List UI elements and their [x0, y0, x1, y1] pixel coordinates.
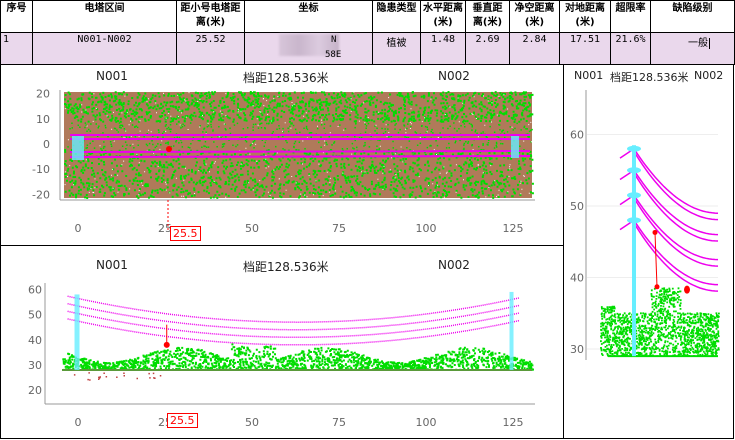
vegetation-points	[600, 287, 720, 357]
y-tick-label: -10	[32, 163, 50, 176]
wire-line	[633, 194, 719, 261]
x-tick-label: 75	[332, 222, 346, 235]
y-tick-label: 50	[28, 309, 42, 322]
hazard-point	[684, 285, 690, 294]
cell-index: 1	[0, 32, 33, 65]
y-tick-label: 60	[28, 283, 42, 296]
top-right-tower: N002	[438, 69, 470, 83]
top-left-tower: N001	[96, 69, 128, 83]
wire-line	[69, 150, 531, 153]
wire-point	[652, 229, 658, 235]
wire-line	[633, 222, 719, 292]
cell-section: N001-N002	[32, 32, 177, 65]
wire-line	[67, 302, 520, 331]
hazard-point	[654, 284, 660, 290]
wire-line	[67, 310, 520, 339]
y-tick-label: 40	[570, 272, 584, 285]
col-header: 净空距离(米)	[509, 0, 560, 33]
table-row[interactable]: 1 N001-N002 25.52 N 58E 植被 1.48 2.69 2.84…	[0, 32, 735, 65]
y-tick-label: -20	[32, 188, 50, 201]
tower-n002	[509, 291, 514, 371]
x-tick-label: 125	[503, 222, 524, 235]
tower-n001	[72, 136, 84, 160]
side-span-label: 档距128.536米	[243, 260, 329, 274]
coord-a: N	[331, 35, 337, 45]
gap-points	[64, 91, 532, 198]
cross-view-panel: N001 档距128.536米 N002	[563, 64, 734, 439]
x-tick-label: 0	[75, 222, 82, 235]
tower	[632, 145, 636, 357]
side-distance-marker: 25.5	[167, 413, 198, 428]
cell-dist: 25.52	[176, 32, 245, 65]
side-right-tower: N002	[438, 258, 470, 272]
x-tick-label: 0	[75, 416, 82, 429]
col-header: 隐患类型	[372, 0, 421, 33]
hazard-point	[163, 341, 170, 348]
x-tick-label: 50	[245, 416, 259, 429]
y-tick-label: 0	[43, 138, 50, 151]
wire-line	[633, 197, 719, 267]
y-tick-label: 30	[28, 359, 42, 372]
wire-line	[633, 148, 719, 214]
y-tick-label: 40	[28, 334, 42, 347]
cross-right-tower: N002	[694, 69, 724, 82]
cell-coord: N 58E	[244, 32, 373, 65]
coord-redacted	[278, 34, 339, 56]
x-tick-label: 75	[332, 416, 346, 429]
ground-points	[73, 372, 162, 381]
tower-n002	[511, 136, 519, 158]
clearance-line	[654, 232, 658, 287]
col-header: 坐标	[244, 0, 373, 33]
top-distance-marker: 25.5	[170, 226, 201, 241]
top-span-label: 档距128.536米	[243, 71, 329, 85]
y-tick-label: 50	[570, 200, 584, 213]
tower-n001	[74, 294, 80, 371]
x-tick-label: 125	[503, 416, 524, 429]
wire-line	[633, 219, 718, 286]
wire-line	[633, 169, 719, 236]
side-left-tower: N001	[96, 258, 128, 272]
wire-line	[67, 295, 520, 323]
cell-vertical: 2.69	[465, 32, 510, 65]
y-tick-label: 30	[570, 343, 584, 356]
y-tick-label: 10	[36, 113, 50, 126]
wire-line	[633, 172, 719, 242]
coord-b: 58E	[325, 50, 342, 60]
hazard-point	[166, 146, 172, 152]
wire-line	[633, 151, 719, 221]
x-tick-label: 50	[245, 222, 259, 235]
col-header: 对地距离(米)	[559, 0, 611, 33]
cross-left-tower: N001	[574, 69, 604, 82]
y-tick-label: 60	[570, 129, 584, 142]
col-header: 缺陷级别	[650, 0, 735, 33]
cell-defect-level[interactable]: 一般	[650, 32, 735, 65]
col-header: 垂直距离(米)	[465, 0, 510, 33]
side-view-panel: N001 档距128.536米 N002	[0, 245, 564, 439]
wire-line	[67, 318, 520, 346]
wire-line	[69, 155, 531, 158]
hazard-table: 序号 电塔区间 距小号电塔距离(米) 坐标 隐患类型 水平距离(米) 垂直距离(…	[0, 0, 735, 65]
cross-span-label: 档距128.536米	[610, 71, 689, 84]
y-tick-label: 20	[28, 384, 42, 397]
cell-horizontal: 1.48	[420, 32, 466, 65]
col-header: 超限率	[610, 0, 651, 33]
defect-level-text: 一般	[687, 38, 708, 49]
vegetation-points	[62, 343, 534, 371]
col-header: 序号	[0, 0, 33, 33]
cell-hazard-type: 植被	[372, 32, 421, 65]
y-tick-label: 20	[36, 88, 50, 101]
x-tick-label: 100	[416, 416, 437, 429]
cell-clearance: 2.84	[509, 32, 560, 65]
cell-exceed-rate: 21.6%	[610, 32, 651, 65]
x-tick-label: 100	[416, 222, 437, 235]
cell-ground: 17.51	[559, 32, 611, 65]
table-header-row: 序号 电塔区间 距小号电塔距离(米) 坐标 隐患类型 水平距离(米) 垂直距离(…	[0, 0, 735, 33]
